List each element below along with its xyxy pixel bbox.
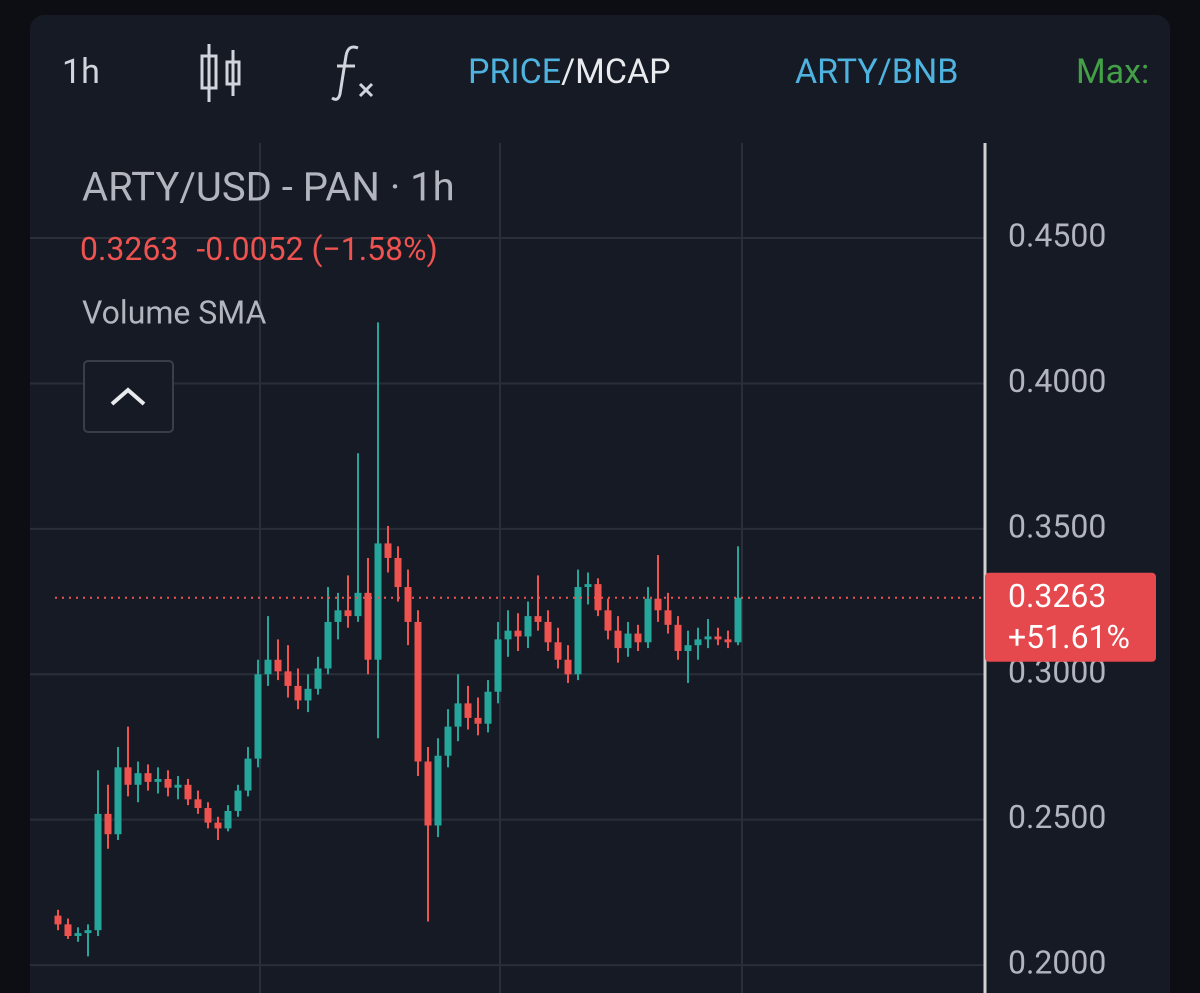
price-tag-value: 0.3263 (1008, 577, 1106, 615)
candle-body (194, 799, 202, 809)
candle-body (704, 636, 712, 640)
candle-body (464, 703, 472, 718)
candle-body (74, 933, 82, 937)
collapse-button[interactable] (83, 360, 174, 433)
candle-body (514, 630, 522, 637)
candle-body (524, 616, 532, 637)
candle-body (334, 610, 342, 622)
candle-body (124, 767, 132, 785)
legend-change: -0.0052 (−1.58%) (196, 230, 437, 268)
candle-body (404, 587, 412, 622)
price-option[interactable]: PRICE (468, 52, 561, 92)
candle-body (624, 633, 632, 649)
candle-body (584, 584, 592, 588)
candle-body (314, 668, 322, 689)
candle-body (154, 778, 162, 782)
candle-body (374, 543, 382, 660)
candle-body (674, 624, 682, 652)
candle-body (134, 773, 142, 785)
candle-body (474, 717, 482, 724)
price-axis: 0.45000.40000.35000.30000.25000.20000.32… (985, 217, 1156, 982)
price-tag-change: +51.61% (1008, 618, 1130, 656)
y-tick-label: 0.2000 (1008, 944, 1106, 982)
indicator-icon[interactable] (331, 45, 374, 101)
candle-icon[interactable] (200, 44, 241, 102)
candle-body (144, 773, 152, 782)
candle-body (54, 915, 62, 925)
candle-body (274, 659, 282, 672)
candle-body (504, 630, 512, 640)
candle-body (634, 633, 642, 643)
candle-body (174, 784, 182, 788)
candle-body (414, 621, 422, 762)
candle-body (554, 642, 562, 660)
candle-body (604, 610, 612, 631)
chart-title: ARTY/USD - PAN · 1h (82, 164, 455, 211)
legend-price: 0.3263 (80, 230, 178, 268)
candle-body (384, 543, 392, 558)
candle-body (654, 598, 662, 611)
candle-body (434, 755, 442, 826)
candle-body (184, 784, 192, 800)
candle-body (294, 685, 302, 701)
legend-values: 0.3263 -0.0052 (−1.58%) (80, 230, 438, 268)
pair-toggle[interactable]: ARTY/BNB (795, 52, 958, 92)
candle-body (454, 703, 462, 727)
candle-body (724, 639, 732, 643)
candle-body (84, 930, 92, 934)
candle-body (244, 758, 252, 791)
candle-body (64, 924, 72, 937)
candle-body (664, 610, 672, 625)
candle-body (254, 674, 262, 759)
candle-body (734, 597, 742, 643)
max-button[interactable]: Max: (1076, 52, 1149, 92)
candle-body (114, 767, 122, 835)
candle-body (544, 621, 552, 643)
price-tag (985, 572, 1156, 662)
candle-body (324, 621, 332, 669)
candle-body (94, 813, 102, 931)
candle-body (484, 691, 492, 724)
candle-body (564, 659, 572, 675)
candle-body (354, 592, 362, 617)
candle-body (614, 630, 622, 649)
candle-body (304, 688, 312, 701)
candle-body (264, 659, 272, 675)
plot (30, 143, 985, 993)
candle-body (594, 584, 602, 611)
candle-body (104, 813, 112, 835)
candle-body (164, 778, 172, 788)
candle-body (444, 726, 452, 756)
card (30, 15, 1170, 993)
candle-body (344, 610, 352, 617)
y-tick-label: 0.4500 (1008, 217, 1106, 255)
candle-body (234, 790, 242, 811)
candle-body (424, 761, 432, 826)
y-tick-label: 0.2500 (1008, 798, 1106, 836)
candle-body (364, 592, 372, 660)
price-mcap-toggle[interactable]: PRICE/MCAP (468, 52, 671, 92)
candle-body (394, 557, 402, 588)
candle-body (214, 822, 222, 829)
candle-body (574, 587, 582, 675)
candle-body (534, 616, 542, 622)
mcap-option[interactable]: /MCAP (561, 52, 670, 92)
y-tick-label: 0.3500 (1008, 507, 1106, 545)
indicator-label: Volume SMA (82, 293, 267, 331)
candle-body (224, 810, 232, 829)
candle-body (714, 636, 722, 640)
interval-button[interactable]: 1h (62, 52, 100, 92)
candle-body (684, 645, 692, 652)
chevron-icon (110, 387, 146, 406)
candle-body (204, 808, 212, 823)
candle-body (284, 671, 292, 686)
candle-body (694, 639, 702, 646)
y-tick-label: 0.4000 (1008, 362, 1106, 400)
candle-body (644, 598, 652, 643)
candle-body (494, 639, 502, 692)
